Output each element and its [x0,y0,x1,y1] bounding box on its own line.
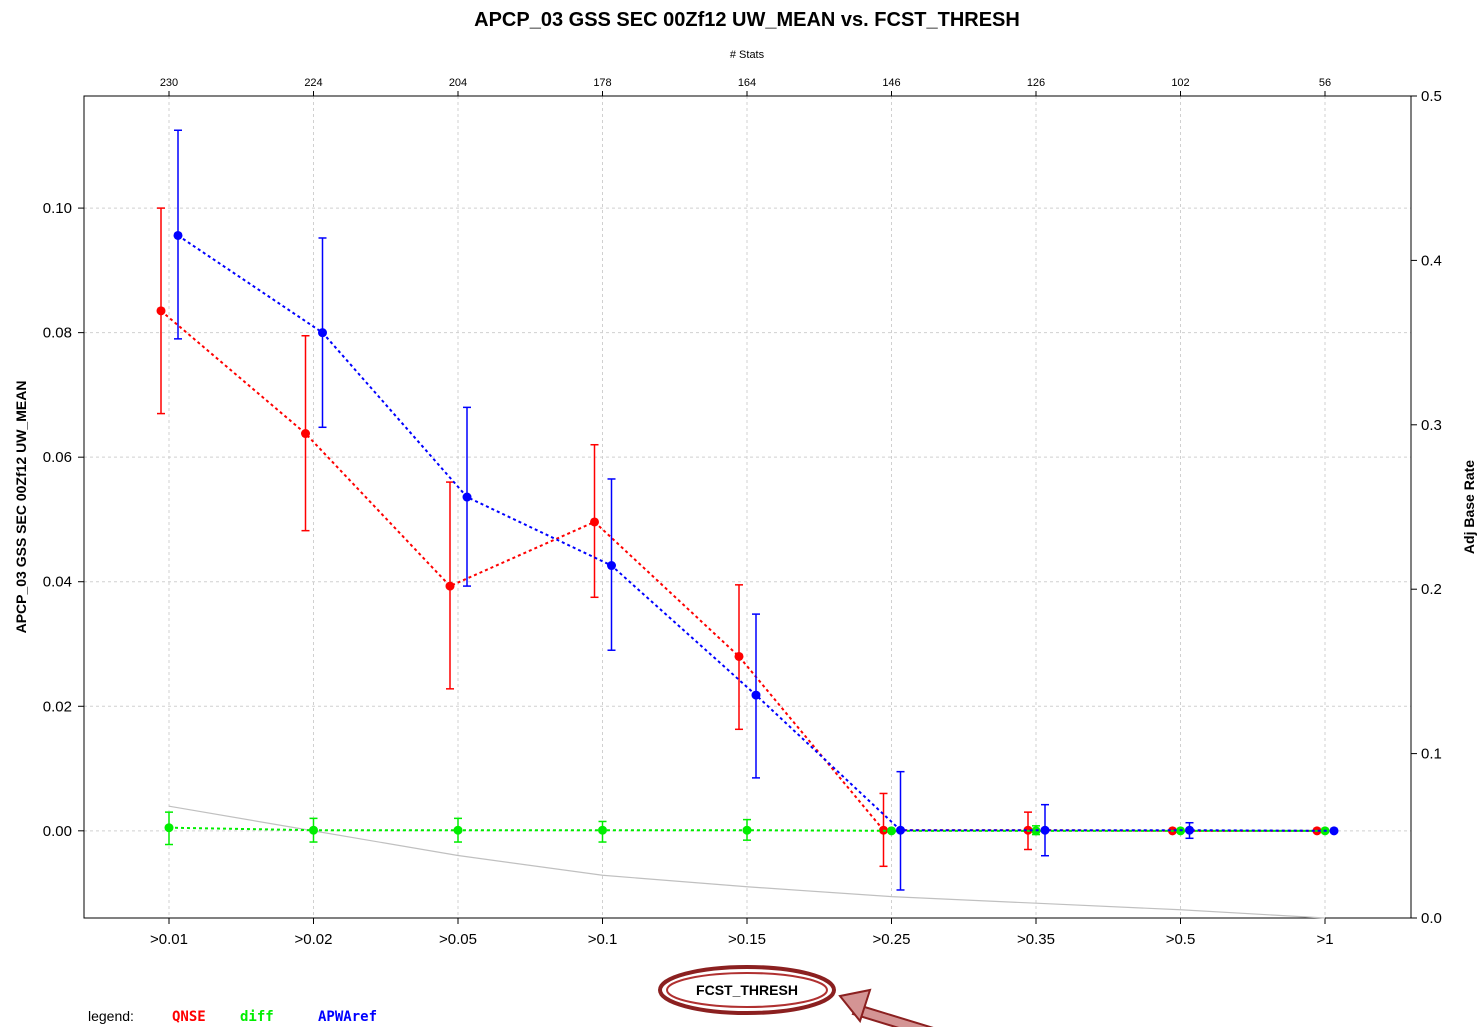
x-tick-label: >0.25 [873,931,911,948]
data-point [598,825,607,835]
y-tick-label: 0.06 [43,449,72,466]
top-count-label: 102 [1171,77,1189,89]
top-count-label: 178 [593,77,611,89]
top-count-label: 146 [882,77,900,89]
legend-label: legend: [88,1008,134,1024]
top-count-label: 126 [1027,77,1045,89]
x-tick-label: >0.05 [439,931,477,948]
data-point [309,825,318,835]
series-apwaref [173,129,1339,891]
series-line [160,310,1317,832]
base-rate-line [168,805,1326,919]
chart-title: APCP_03 GSS SEC 00Zf12 UW_MEAN vs. FCST_… [474,9,1020,31]
top-count-label: 230 [160,77,178,89]
data-point [751,690,761,700]
data-point [462,492,472,502]
data-point [301,429,310,439]
legend: legend: QNSE diff APWAref [88,1008,377,1025]
x-tick-label: >0.15 [728,931,766,948]
y-axis-label: APCP_03 GSS SEC 00Zf12 UW_MEAN [13,381,29,634]
y2-tick-label: 0.1 [1421,746,1442,763]
data-point [1329,826,1339,836]
y-tick-label: 0.10 [43,200,72,217]
y2-axis-label: Adj Base Rate [1461,460,1477,554]
data-point [607,561,616,571]
data-point [173,230,183,240]
y2-tick-label: 0.2 [1421,581,1442,598]
top-axis-label: # Stats [730,49,765,61]
data-point [445,581,455,591]
highlight-arrow-icon [838,988,934,1027]
y2-tick-label: 0.0 [1421,910,1442,927]
top-count-label: 56 [1319,77,1331,89]
x-tick-label: >0.35 [1017,931,1055,948]
x-tick-label: >0.01 [150,931,188,948]
x-tick-label: >0.02 [295,931,333,948]
data-point [156,306,166,316]
data-point [1185,825,1194,835]
y-tick-label: 0.08 [43,325,72,342]
data-point [453,825,463,835]
y2-tick-label: 0.4 [1421,252,1442,269]
legend-entry-apwaref: APWAref [318,1009,377,1025]
y2-tick-label: 0.3 [1421,417,1442,434]
series-diff [164,811,1330,846]
axes: >0.01 230 >0.02 224 >0.05 204 >0.1 178 >0.15 164 >… [43,77,1442,948]
data-point [887,826,896,836]
y-tick-label: 0.00 [43,823,72,840]
data-point [734,651,744,661]
top-count-label: 224 [304,77,322,89]
y2-tick-label: 0.5 [1421,88,1442,105]
series-layer [156,129,1339,919]
data-point [742,825,752,835]
x-axis-label-group: FCST_THRESH [658,965,934,1027]
legend-entry-diff: diff [240,1009,274,1025]
series-qnse [156,207,1322,868]
data-point [590,517,599,527]
data-point [318,328,327,338]
top-count-label: 204 [449,77,467,89]
legend-entry-qnse: QNSE [172,1009,206,1025]
highlight-ellipse-inner [666,972,828,1008]
data-point [896,825,905,835]
grid [84,96,1411,918]
y-tick-label: 0.02 [43,698,72,715]
data-point [1040,825,1050,835]
data-point [164,823,174,833]
x-axis-label: FCST_THRESH [696,982,798,998]
x-tick-label: >0.1 [588,931,618,948]
x-tick-label: >1 [1316,931,1333,948]
x-tick-label: >0.5 [1166,931,1196,948]
highlight-ellipse [658,965,836,1015]
y-tick-label: 0.04 [43,574,72,591]
top-count-label: 164 [738,77,756,89]
